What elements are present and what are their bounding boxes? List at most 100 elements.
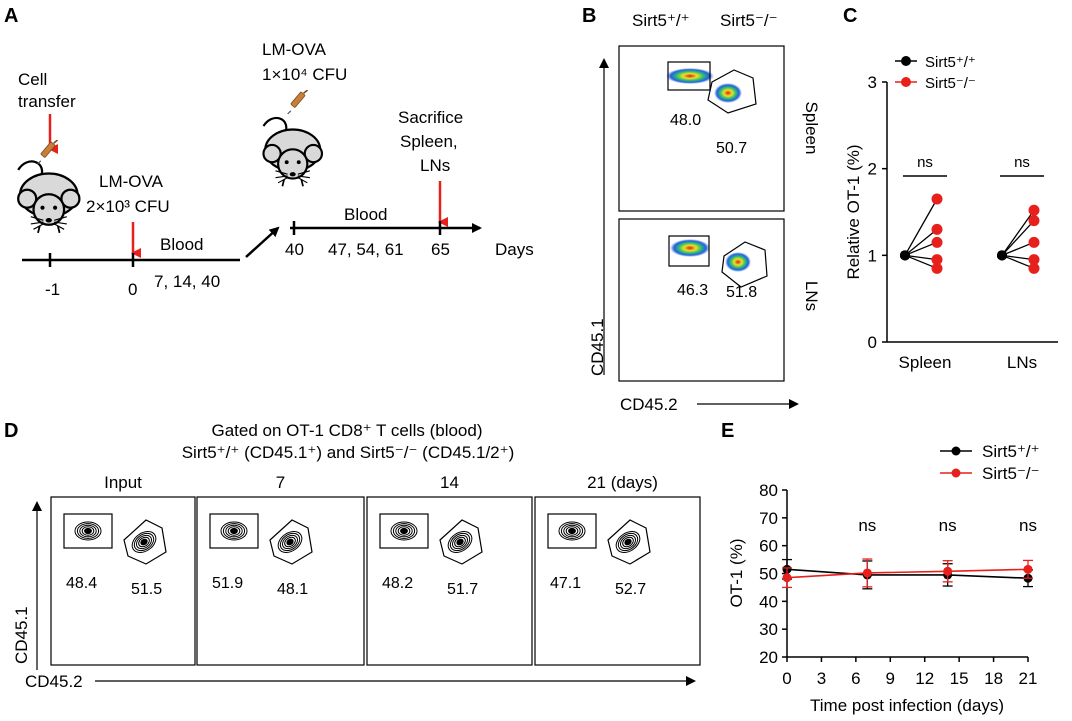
blood1-days: 7, 14, 40 (154, 272, 220, 291)
d-plot-title: Input (104, 473, 142, 492)
panel-a: A Cell transfer LM-OVA 2×10³ CFU -1 0 Bl… (4, 5, 534, 299)
c-sig-label: ns (917, 154, 933, 171)
panel-c-label: C (843, 5, 857, 27)
d-contour-left (565, 526, 579, 536)
panel-a-label: A (4, 5, 18, 27)
d-contour-left (227, 526, 241, 536)
blood2-label: Blood (344, 205, 387, 224)
c-legend-marker (901, 56, 911, 66)
lns-gate-right (721, 241, 768, 288)
d-contour-left (392, 523, 416, 539)
e-xtick-label: 9 (886, 669, 895, 688)
tick-minus1: -1 (45, 280, 60, 299)
d-contour-right (449, 532, 471, 552)
e-ytick-label: 30 (759, 620, 778, 639)
d-contour-left (79, 524, 97, 538)
c-point-ko (931, 236, 943, 248)
d-gate-right (123, 519, 167, 565)
e-ytick-label: 70 (759, 509, 778, 528)
spleen-population-right (714, 83, 742, 103)
c-pair-line (1001, 220, 1035, 256)
d-right-value: 51.5 (131, 581, 162, 598)
d-contour-left (390, 521, 418, 541)
panel-e: E 20 30 40 50 60 70 80 0 3 6 9 12 15 18 21 Time post in… (721, 420, 1040, 715)
e-ytick-label: 40 (759, 592, 778, 611)
b-ylabel: CD45.1 (588, 318, 607, 376)
e-ylabel: OT-1 (%) (727, 539, 746, 608)
c-pair-line (1001, 209, 1035, 256)
d-gate-left (379, 513, 429, 549)
d-contour-left (400, 527, 408, 535)
c-point-ko (1028, 215, 1040, 227)
e-series-line (786, 568, 1029, 580)
c-legend-label: Sirt5⁺/⁺ (925, 54, 976, 71)
c-pair-line (1001, 241, 1035, 256)
blood1-label: Blood (160, 235, 203, 254)
e-series-line (786, 568, 1029, 579)
d-contour-left (558, 521, 586, 541)
d-title-line1: Gated on OT-1 CD8⁺ T cells (blood) (211, 421, 482, 440)
e-point (862, 568, 872, 578)
sacrifice-line2: Spleen, (400, 132, 458, 151)
panel-e-label: E (721, 420, 734, 442)
e-xlabel: Time post infection (days) (810, 696, 1004, 715)
d-left-value: 47.1 (550, 575, 581, 592)
tick-40: 40 (285, 240, 304, 259)
d-contour-right (131, 531, 157, 553)
d-contour-right (277, 531, 303, 553)
b-xlabel: CD45.2 (620, 395, 678, 414)
d-contour-right (620, 534, 636, 550)
syringe-icon-1 (36, 140, 59, 164)
d-flow-plot-0 (50, 496, 196, 666)
d-contour-right (447, 531, 473, 553)
c-ytick-label: 0 (868, 333, 877, 352)
sacrifice-line3: LNs (420, 156, 450, 175)
e-point (782, 573, 792, 583)
c-point-ko (1028, 262, 1040, 274)
d-contour-left (230, 527, 238, 535)
c-category-label: Spleen (899, 353, 952, 372)
e-xtick-label: 15 (950, 669, 969, 688)
e-legend-marker (951, 468, 961, 478)
d-contour-right (133, 532, 155, 552)
e-point (943, 566, 953, 576)
connector-arrow (245, 226, 280, 258)
e-xtick-label: 18 (984, 669, 1003, 688)
mouse-icon-1 (16, 160, 81, 235)
d-plot-title: 21 (days) (587, 473, 658, 492)
d-contour-left (220, 521, 248, 541)
e-xtick-label: 0 (782, 669, 791, 688)
c-legend-label: Sirt5⁻/⁻ (925, 75, 976, 92)
c-pair-line (904, 241, 938, 256)
tick-65: 65 (431, 240, 450, 259)
d-contour-left (225, 524, 243, 538)
c-sig-label: ns (1014, 154, 1030, 171)
lns-population-right (725, 252, 751, 272)
e-legend-marker (951, 446, 961, 456)
d-contour-right (140, 538, 148, 546)
d-gate-right (269, 519, 313, 565)
d-contour-left (560, 523, 584, 539)
d-left-value: 48.2 (382, 575, 413, 592)
e-ytick-label: 50 (759, 565, 778, 584)
cell-transfer-line1: Cell (18, 70, 47, 89)
spleen-gate-left (667, 61, 711, 91)
c-ytick-label: 3 (868, 73, 877, 92)
c-point-ko (931, 254, 943, 266)
d-contour-right (452, 534, 468, 550)
lns-left-value: 46.3 (677, 282, 708, 299)
c-point-ko (931, 223, 943, 235)
e-sig-label: ns (939, 516, 957, 535)
d-contour-left (76, 523, 100, 539)
e-ytick-label: 60 (759, 537, 778, 556)
col-ko-label: Sirt5⁻/⁻ (720, 11, 778, 30)
c-pair-line (904, 198, 938, 256)
e-xtick-label: 12 (915, 669, 934, 688)
e-xtick-label: 3 (817, 669, 826, 688)
d-contour-left (222, 523, 246, 539)
d-gate-right (439, 519, 483, 565)
c-pair-line (904, 228, 938, 256)
d-plot-title: 14 (440, 473, 459, 492)
sacrifice-line1: Sacrifice (398, 108, 463, 127)
c-legend-marker (901, 77, 911, 87)
